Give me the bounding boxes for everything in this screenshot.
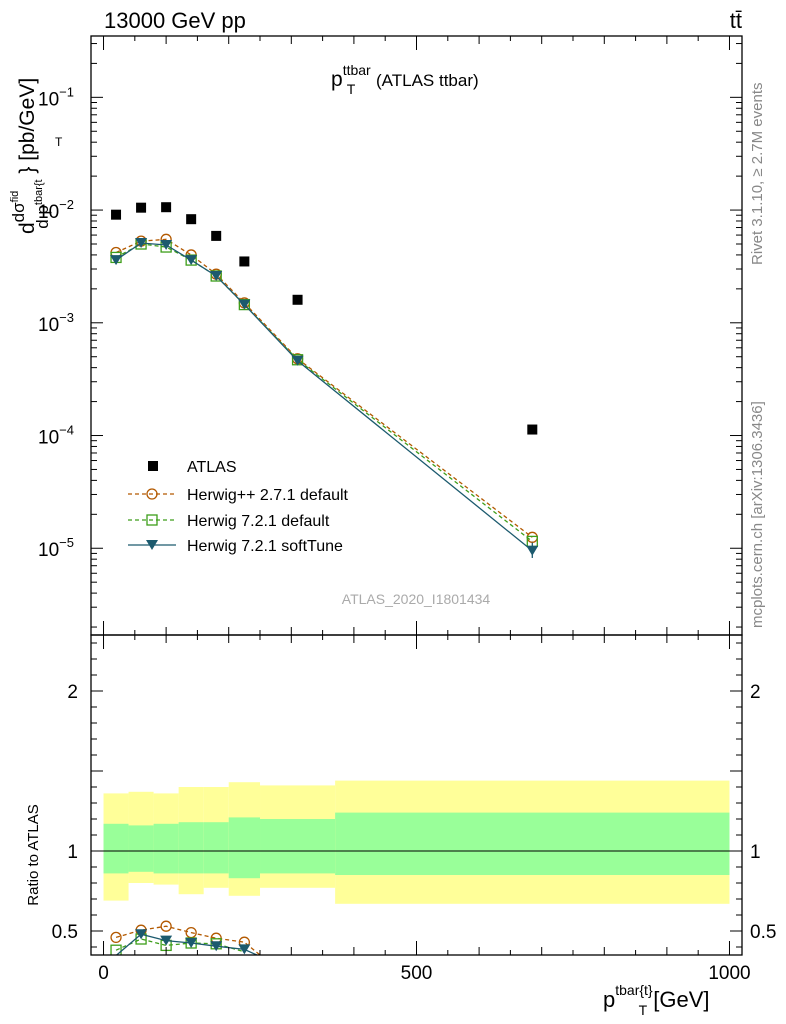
plot-title-main: p	[331, 68, 343, 91]
main-panel: 10−110−210−310−410−5	[38, 35, 743, 636]
xtick-label: 0	[98, 963, 109, 984]
ylabel-rest: } [pb/GeV]	[16, 78, 39, 180]
xlabel-rest: [GeV]	[647, 987, 709, 1012]
plot-title-sub: T	[347, 81, 356, 97]
data-point	[292, 294, 303, 305]
ytick-exponent: −5	[59, 535, 74, 550]
plot-title-sup: ttbar	[343, 62, 371, 78]
band-inner	[335, 812, 730, 875]
ratio-point	[160, 935, 173, 946]
header-process: tt̄	[730, 8, 742, 33]
band-inner	[260, 819, 336, 874]
ratio-point	[160, 920, 172, 932]
rivet-version: Rivet 3.1.10, ≥ 2.7M events	[749, 83, 766, 266]
main-ytick-label: 10−1	[38, 84, 74, 110]
ratio-point	[238, 944, 251, 955]
ylabel-d: d	[16, 222, 39, 234]
legend: ATLAS Herwig++ 2.7.1 default Herwig 7.2.…	[128, 459, 349, 555]
main-ytick-label: 10−5	[38, 535, 74, 561]
series-point	[238, 299, 251, 310]
ytick-base: 10	[38, 89, 59, 110]
main-ytick-label: 10−2	[38, 197, 74, 223]
data-point	[239, 256, 250, 267]
band-inner	[178, 822, 204, 874]
ratio-point	[185, 938, 198, 948]
ytick-base: 10	[38, 428, 59, 449]
data-point	[186, 214, 197, 225]
xlabel-sub: T	[639, 1002, 648, 1018]
band-inner	[128, 825, 154, 872]
ylabel-dsigma: dσ	[9, 202, 28, 222]
ratio-ytick-label-right: 0.5	[750, 922, 776, 943]
ratio-line-0	[115, 925, 261, 955]
ylabel-T: T	[55, 135, 63, 149]
series-point	[291, 355, 304, 366]
band-inner	[103, 823, 129, 874]
legend-marker-herwigpp	[146, 488, 158, 500]
ytick-base: 10	[38, 540, 59, 561]
ratio-line-1	[115, 938, 245, 953]
main-ytick-label: 10−3	[38, 310, 74, 336]
band-inner	[203, 822, 229, 874]
plot-title-rest: (ATLAS ttbar)	[371, 71, 478, 90]
ratio-ytick-label: 2	[67, 682, 78, 703]
ylabel-dp: d p	[33, 205, 52, 229]
xtick-label: 500	[401, 963, 433, 984]
data-point	[111, 209, 122, 220]
main-series	[110, 202, 539, 558]
ratio-ytick-label-right: 2	[750, 682, 761, 703]
plot-title: pttbar T (ATLAS ttbar)	[331, 62, 479, 97]
header-energy: 13000 GeV pp	[104, 8, 246, 33]
ratio-ytick-label: 1	[67, 842, 78, 863]
ratio-point	[110, 944, 122, 955]
analysis-watermark: ATLAS_2020_I1801434	[342, 591, 491, 607]
ratio-ylabel: Ratio to ATLAS	[25, 804, 42, 905]
data-point	[161, 202, 172, 213]
ratio-ytick-label-right: 1	[750, 842, 761, 863]
series-point	[210, 271, 223, 282]
ratio-point	[210, 941, 223, 952]
data-point	[211, 230, 222, 241]
ratio-point	[135, 929, 148, 940]
series-point	[160, 239, 173, 250]
legend-label-softtune: Herwig 7.2.1 softTune	[187, 538, 343, 555]
xtick-label: 1000	[708, 963, 750, 984]
ratio-ytick-label: 0.5	[52, 922, 78, 943]
ylabel-tbar: tbar{t	[33, 179, 45, 205]
ytick-base: 10	[38, 315, 59, 336]
mcplots-reference: mcplots.cern.ch [arXiv:1306.3436]	[749, 401, 766, 628]
ytick-base: 10	[38, 202, 59, 223]
main-ylabel: ddσfid d ptbar{t } [pb/GeV]	[9, 78, 52, 234]
legend-marker-atlas	[148, 461, 158, 471]
data-point	[527, 424, 538, 435]
xlabel-main: p	[603, 987, 615, 1012]
legend-label-herwigpp: Herwig++ 2.7.1 default	[187, 487, 349, 504]
series-line-2	[115, 242, 533, 552]
legend-label-herwig721: Herwig 7.2.1 default	[187, 513, 330, 530]
series-point	[185, 255, 198, 266]
x-axis-label: ptbar{t} T [GeV]	[603, 982, 710, 1018]
data-point	[136, 202, 147, 213]
band-inner	[228, 817, 261, 879]
band-inner	[153, 823, 179, 874]
legend-label-atlas: ATLAS	[187, 459, 237, 476]
ytick-exponent: −3	[59, 310, 74, 325]
series-point	[110, 255, 123, 266]
ratio-bands	[103, 780, 730, 904]
ratio-panel: 0.5 0.5 1 1 2 2 0 500 1000	[52, 634, 776, 984]
series-point	[135, 238, 148, 249]
ytick-exponent: −4	[59, 423, 74, 438]
main-ytick-label: 10−4	[38, 423, 74, 449]
ytick-exponent: −1	[59, 84, 74, 99]
legend-marker-softtune	[146, 540, 158, 550]
xlabel-sup: tbar{t}	[615, 982, 653, 998]
legend-marker-herwig721	[146, 514, 158, 526]
ylabel-fid: fid	[9, 191, 21, 203]
ytick-exponent: −2	[59, 197, 74, 212]
ratio-point	[110, 931, 122, 944]
ratio-series	[110, 920, 261, 955]
